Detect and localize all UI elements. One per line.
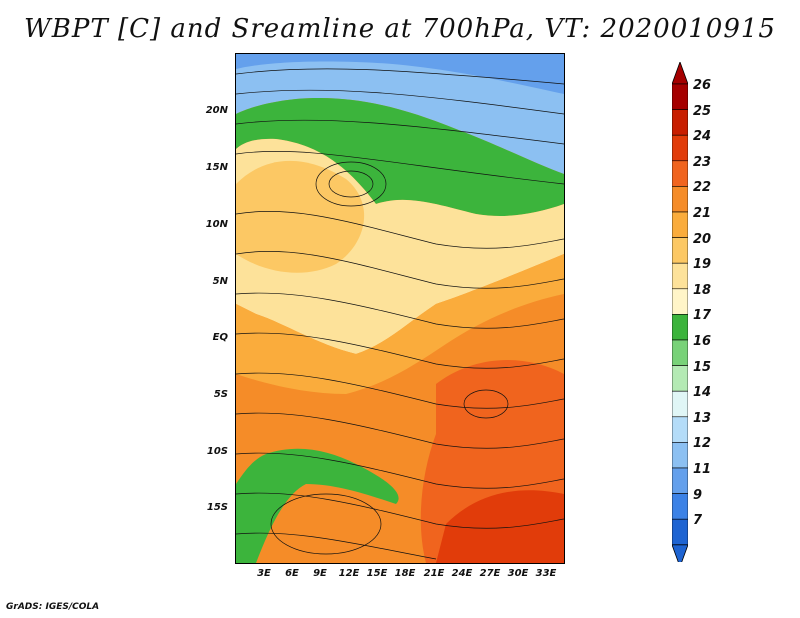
lat-label-eq: EQ: [212, 332, 228, 343]
field-cold-core: [236, 54, 564, 94]
colorbar-label-13: 13: [693, 410, 712, 426]
lat-label-10s: 10S: [206, 446, 228, 457]
lon-label-15e: 15E: [366, 568, 388, 579]
colorbar-top-arrow: [672, 62, 688, 85]
colorbar-label-17: 17: [693, 308, 712, 324]
field-cold-north: [236, 54, 564, 174]
colorbar-cell-11: [672, 467, 688, 494]
streamlines: [236, 68, 564, 560]
lon-label-27e: 27E: [479, 568, 501, 579]
colorbar-label-26: 26: [693, 78, 712, 93]
colorbar-label-22: 22: [693, 180, 712, 196]
colorbar-label-9: 9: [693, 487, 703, 503]
lon-label-9e: 9E: [313, 568, 327, 579]
colorbar-cell-17: [672, 314, 688, 341]
colorbar-cell-14: [672, 390, 688, 418]
colorbar-cell-15: [672, 365, 688, 392]
colorbar-cell-19: [672, 262, 688, 290]
field-hot-se: [436, 490, 564, 563]
grads-credit: GrADS: IGES/COLA: [6, 602, 100, 612]
colorbar-label-23: 23: [693, 154, 712, 170]
lon-label-33e: 33E: [535, 568, 557, 579]
colorbar-label-16: 16: [693, 334, 712, 349]
colorbar-label-14: 14: [693, 385, 712, 401]
lon-label-18e: 18E: [394, 568, 416, 579]
lon-label-24e: 24E: [451, 568, 473, 579]
colorbar-label-7: 7: [693, 513, 703, 529]
colorbar-bottom-arrow: [672, 544, 688, 562]
colorbar-cell-23: [672, 160, 688, 187]
colorbar-label-21: 21: [693, 206, 712, 221]
map-svg: [236, 54, 564, 563]
field-green-band: [236, 98, 564, 216]
lat-label-5n: 5N: [212, 276, 228, 287]
chart-title: WBPT [C] and Sreamline at 700hPa, VT: 20…: [24, 14, 776, 44]
colorbar-cell-26: [672, 83, 688, 110]
field-green-sw: [236, 448, 399, 563]
colorbar-cell-16: [672, 339, 688, 366]
field-light-orange: [236, 160, 365, 273]
lat-label-5s: 5S: [213, 389, 228, 400]
field-mid-orange: [236, 254, 564, 394]
lon-label-21e: 21E: [423, 568, 445, 579]
lat-label-10n: 10N: [205, 219, 228, 230]
lat-label-15s: 15S: [206, 502, 228, 513]
colorbar-label-25: 25: [693, 103, 712, 119]
colorbar-label-15: 15: [693, 359, 712, 375]
colorbar-cell-13: [672, 416, 688, 443]
colorbar: [672, 62, 688, 562]
lon-label-3e: 3E: [257, 568, 271, 579]
colorbar-label-12: 12: [693, 436, 712, 452]
lon-label-30e: 30E: [507, 568, 529, 579]
colorbar-cell-24: [672, 134, 688, 162]
lon-label-12e: 12E: [338, 568, 360, 579]
colorbar-cell-20: [672, 237, 688, 264]
colorbar-label-11: 11: [693, 462, 712, 477]
lat-label-20n: 20N: [205, 105, 228, 116]
lon-label-6e: 6E: [285, 568, 299, 579]
colorbar-label-20: 20: [693, 231, 712, 247]
colorbar-cell-12: [672, 442, 688, 469]
colorbar-cell-7: [672, 518, 688, 546]
colorbar-cell-25: [672, 109, 688, 136]
lat-label-15n: 15N: [205, 162, 228, 173]
colorbar-label-18: 18: [693, 282, 712, 298]
colorbar-cell-22: [672, 186, 688, 213]
colorbar-label-19: 19: [693, 257, 712, 273]
colorbar-cell-21: [672, 211, 688, 238]
colorbar-label-24: 24: [693, 129, 712, 145]
map-panel[interactable]: [235, 53, 565, 564]
colorbar-cell-18: [672, 288, 688, 315]
colorbar-cell-9: [672, 493, 688, 520]
